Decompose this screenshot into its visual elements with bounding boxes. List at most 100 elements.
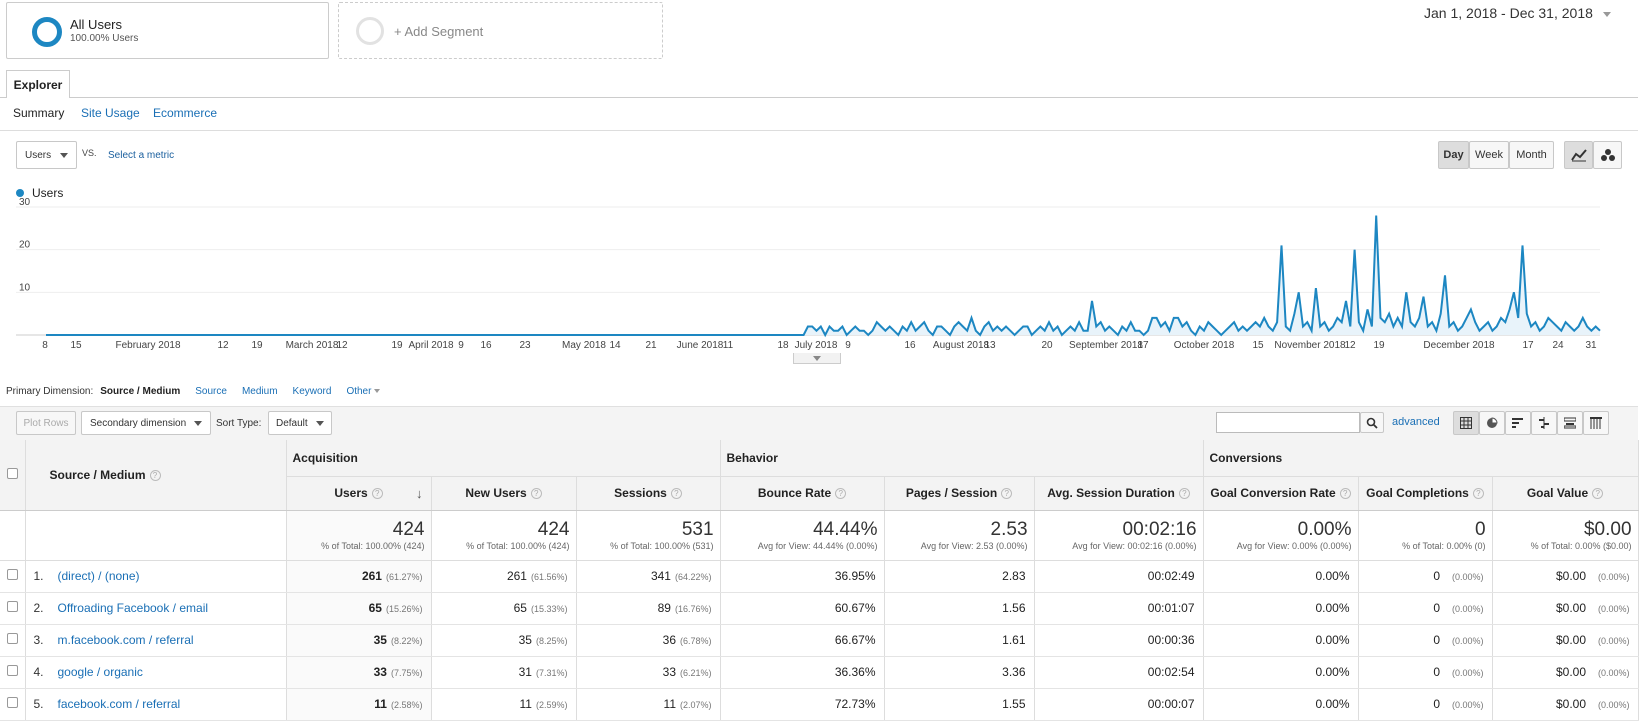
cell-bounce-rate: 36.95% (720, 560, 885, 593)
col-pages-session[interactable]: Pages / Session? (884, 476, 1035, 511)
select-metric-link[interactable]: Select a metric (108, 150, 175, 161)
date-range-picker[interactable]: Jan 1, 2018 - Dec 31, 2018 (1424, 5, 1620, 25)
row-checkbox[interactable] (6, 569, 18, 580)
tab-explorer[interactable]: Explorer (6, 70, 70, 98)
period-month-button[interactable]: Month (1509, 141, 1554, 169)
dimension-source[interactable]: Source (195, 386, 227, 397)
dimension-medium[interactable]: Medium (241, 386, 278, 397)
row-checkbox[interactable] (6, 601, 18, 612)
period-day-button[interactable]: Day (1438, 141, 1469, 169)
subtab-site-usage[interactable]: Site Usage (81, 106, 140, 120)
row-checkbox[interactable] (6, 697, 18, 708)
help-icon[interactable]: ? (1472, 488, 1484, 500)
segment-donut-icon (32, 17, 62, 47)
help-icon[interactable]: ? (1001, 488, 1013, 500)
col-goal-conversion-rate[interactable]: Goal Conversion Rate? (1203, 476, 1359, 511)
search-button[interactable] (1360, 412, 1384, 433)
help-icon[interactable]: ? (1339, 488, 1351, 500)
dimension-other[interactable]: Other (346, 386, 381, 397)
sort-type-select[interactable]: Default (268, 411, 332, 435)
period-week-button[interactable]: Week (1469, 141, 1509, 169)
help-icon[interactable]: ? (530, 488, 542, 500)
plot-rows-button[interactable]: Plot Rows (16, 411, 76, 435)
motion-chart-toggle-button[interactable] (1593, 141, 1622, 169)
total-value: 424 (537, 519, 570, 540)
col-sessions[interactable]: Sessions? (576, 476, 721, 511)
cell-bounce-rate: 72.73% (720, 688, 885, 721)
advanced-filter-link[interactable]: advanced (1392, 416, 1440, 428)
table-search-input[interactable] (1216, 412, 1360, 433)
view-performance-button[interactable] (1505, 411, 1531, 435)
row-checkbox-cell (0, 592, 26, 625)
total-value: 2.53 (990, 519, 1028, 540)
row-dimension-link[interactable]: facebook.com / referral (57, 697, 181, 711)
group-conversions: Conversions (1203, 440, 1639, 477)
col-users-label: Users (334, 486, 368, 500)
segment-all-users[interactable]: All Users 100.00% Users (6, 2, 329, 59)
total-cell: $0.00% of Total: 0.00% ($0.00) (1492, 510, 1639, 561)
help-icon[interactable]: ? (670, 488, 682, 500)
users-value: 33 (373, 665, 387, 679)
cell-goal-completions: 0 (0.00%) (1358, 624, 1493, 657)
col-goal-value[interactable]: Goal Value? (1492, 476, 1639, 511)
view-pie-button[interactable] (1479, 411, 1505, 435)
view-term-cloud-button[interactable] (1557, 411, 1583, 435)
help-icon[interactable]: ? (835, 488, 847, 500)
col-goal-completions[interactable]: Goal Completions? (1358, 476, 1493, 511)
pie-chart-icon (1487, 417, 1498, 428)
x-tick-label: 19 (1373, 340, 1385, 351)
cell-new-users: 31 (7.31%) (431, 656, 577, 689)
help-icon[interactable]: ? (149, 470, 161, 482)
row-checkbox[interactable] (6, 633, 18, 644)
help-icon[interactable]: ? (1178, 488, 1190, 500)
cell-users: 35 (8.22%) (286, 624, 432, 657)
col-users[interactable]: Users? ↓ (286, 476, 432, 511)
row-dimension-link[interactable]: Offroading Facebook / email (57, 601, 209, 615)
total-value: 44.44% (813, 519, 878, 540)
x-tick-label: 31 (1585, 340, 1597, 351)
dimension-source-medium[interactable]: Source / Medium (100, 386, 181, 397)
help-icon[interactable]: ? (371, 488, 383, 500)
dimension-header: Source / Medium? (25, 440, 287, 511)
new-users-pct: (15.33%) (530, 604, 568, 614)
subtab-summary[interactable]: Summary (13, 106, 65, 120)
col-bounce-rate[interactable]: Bounce Rate? (720, 476, 885, 511)
x-tick-label: 16 (480, 340, 492, 351)
help-icon[interactable]: ? (1592, 488, 1604, 500)
row-checkbox-cell (0, 560, 26, 593)
view-comparison-button[interactable] (1531, 411, 1557, 435)
chart-collapse-handle[interactable] (793, 353, 841, 364)
view-table-button[interactable] (1453, 411, 1479, 435)
row-checkbox[interactable] (6, 665, 18, 676)
term-cloud-icon (1564, 417, 1576, 429)
bar-chart-icon (1512, 418, 1523, 428)
row-dimension-link[interactable]: (direct) / (none) (57, 569, 140, 583)
line-chart-toggle-button[interactable] (1564, 141, 1593, 169)
dimension-header-label: Source / Medium (49, 467, 146, 482)
goal-completions-value: 0 (1433, 633, 1440, 647)
col-new-users[interactable]: New Users? (431, 476, 577, 511)
total-value: 424 (392, 519, 425, 540)
users-value: 65 (368, 601, 382, 615)
row-dimension-link[interactable]: m.facebook.com / referral (57, 633, 194, 647)
x-tick-label: 16 (904, 340, 916, 351)
x-tick-label: 9 (845, 340, 851, 351)
cell-goal-completions: 0 (0.00%) (1358, 656, 1493, 689)
select-all-checkbox[interactable] (6, 467, 18, 479)
dimension-keyword[interactable]: Keyword (292, 386, 332, 397)
subtab-ecommerce[interactable]: Ecommerce (153, 106, 218, 120)
row-dimension-cell: 5. facebook.com / referral (25, 688, 287, 721)
total-cell: 424% of Total: 100.00% (424) (431, 510, 577, 561)
total-sub: % of Total: 100.00% (531) (610, 541, 714, 551)
view-pivot-button[interactable] (1583, 411, 1609, 435)
add-segment-button[interactable]: + Add Segment (338, 2, 663, 59)
col-avg-session-duration[interactable]: Avg. Session Duration? (1034, 476, 1204, 511)
x-tick-label: February 2018 (115, 340, 181, 351)
pivot-icon (1590, 417, 1602, 429)
secondary-dimension-select[interactable]: Secondary dimension (81, 411, 211, 435)
cell-users: 33 (7.75%) (286, 656, 432, 689)
row-dimension-link[interactable]: google / organic (57, 665, 143, 679)
cell-sessions: 36 (6.78%) (576, 624, 721, 657)
metric-select[interactable]: Users (16, 141, 77, 169)
sort-desc-icon: ↓ (416, 485, 423, 501)
